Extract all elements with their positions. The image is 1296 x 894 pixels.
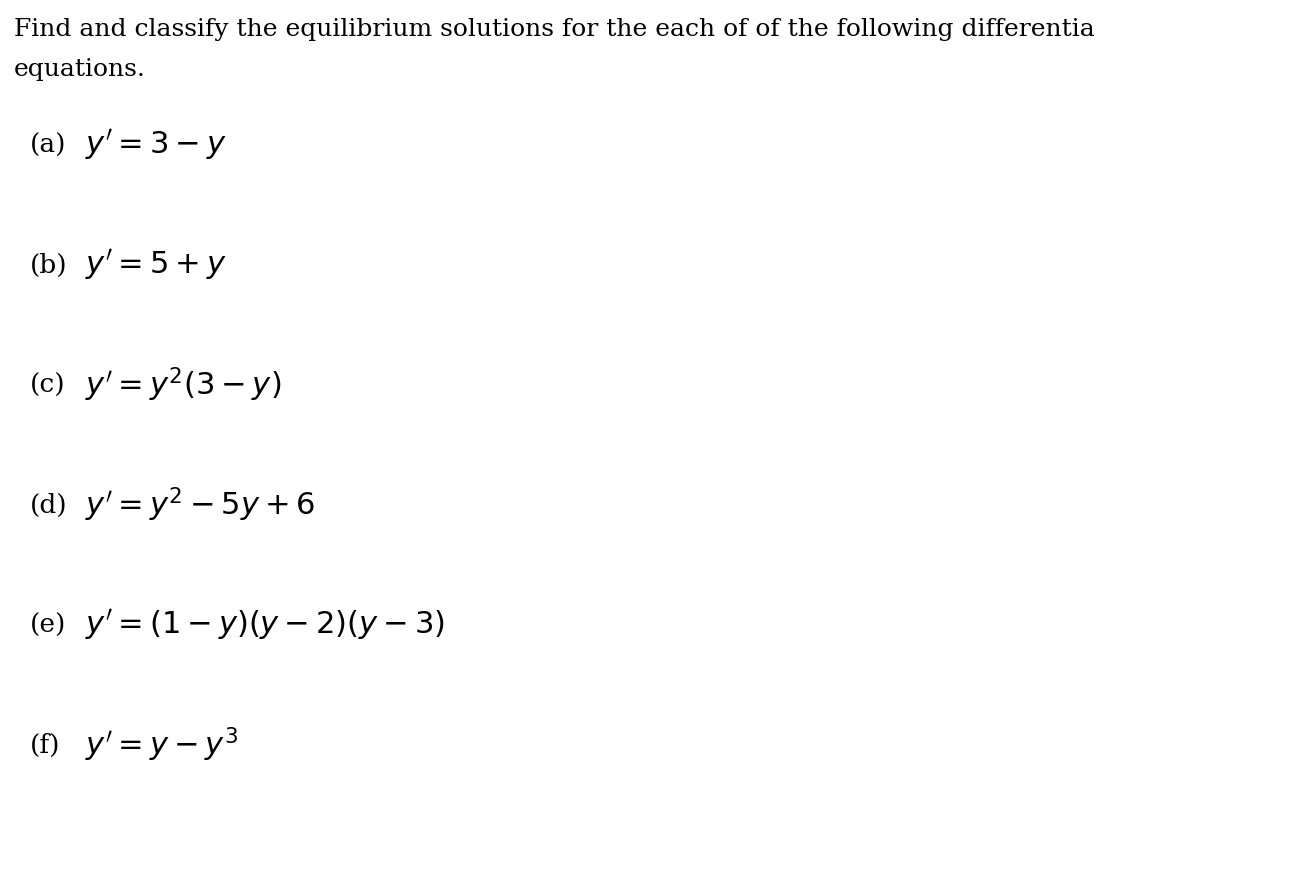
Text: (f): (f) (30, 732, 61, 757)
Text: $y' = y^2(3 - y)$: $y' = y^2(3 - y)$ (86, 366, 281, 404)
Text: $y' = 3 - y$: $y' = 3 - y$ (86, 128, 227, 163)
Text: $y' = 5 + y$: $y' = 5 + y$ (86, 248, 227, 283)
Text: $y' = y^2 - 5y + 6$: $y' = y^2 - 5y + 6$ (86, 485, 315, 524)
Text: Find and classify the equilibrium solutions for the each of of the following dif: Find and classify the equilibrium soluti… (14, 18, 1095, 41)
Text: (d): (d) (30, 493, 67, 518)
Text: (a): (a) (30, 132, 66, 157)
Text: equations.: equations. (14, 58, 146, 81)
Text: (e): (e) (30, 612, 66, 637)
Text: $y' = y - y^3$: $y' = y - y^3$ (86, 726, 238, 764)
Text: $y' = (1 - y)(y - 2)(y - 3)$: $y' = (1 - y)(y - 2)(y - 3)$ (86, 608, 445, 643)
Text: (c): (c) (30, 373, 66, 398)
Text: (b): (b) (30, 252, 67, 277)
